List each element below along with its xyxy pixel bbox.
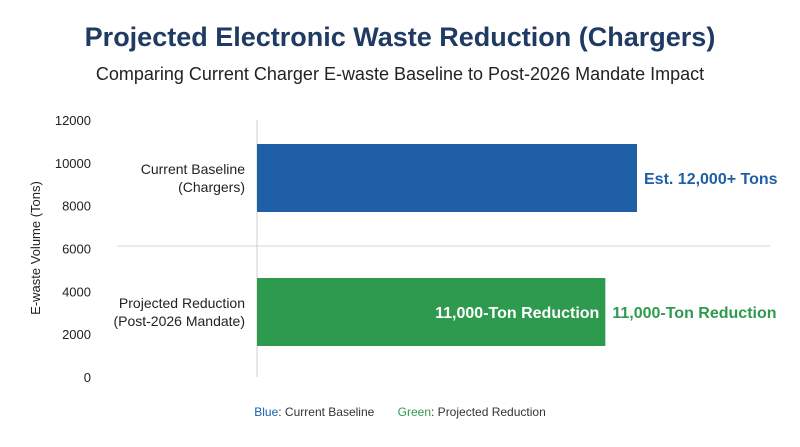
legend-key-blue: Blue bbox=[254, 405, 279, 419]
bar-current-baseline bbox=[257, 144, 637, 212]
category-label: Current Baseline bbox=[141, 161, 245, 177]
chart-subtitle: Comparing Current Charger E-waste Baseli… bbox=[95, 64, 705, 84]
chart-title: Projected Electronic Waste Reduction (Ch… bbox=[84, 22, 716, 52]
y-tick-label: 8000 bbox=[62, 199, 91, 214]
legend: Blue: Current Baseline Green: Projected … bbox=[0, 405, 800, 419]
bar-value-label: 11,000-Ton Reduction bbox=[612, 305, 776, 322]
category-label: (Post-2026 Mandate) bbox=[113, 313, 245, 329]
category-label: (Chargers) bbox=[178, 179, 245, 195]
legend-item-green: Green: Projected Reduction bbox=[398, 405, 546, 419]
legend-item-blue: Blue: Current Baseline bbox=[254, 405, 374, 419]
bar-inner-label: 11,000-Ton Reduction bbox=[435, 305, 599, 322]
y-tick-label: 10000 bbox=[55, 156, 91, 171]
legend-key-green: Green bbox=[397, 405, 432, 419]
y-tick-label: 2000 bbox=[62, 327, 91, 342]
bar-projected-reduction bbox=[257, 278, 606, 346]
y-tick-label: 4000 bbox=[62, 284, 91, 299]
category-label: Projected Reduction bbox=[119, 295, 245, 311]
y-tick-label: 12000 bbox=[55, 113, 91, 128]
y-tick-label: 6000 bbox=[62, 242, 91, 257]
y-tick-label: 0 bbox=[84, 370, 91, 385]
legend-text-green: : Projected Reduction bbox=[431, 405, 546, 419]
bar-value-label: Est. 12,000+ Tons bbox=[644, 171, 778, 188]
y-axis-label: E-waste Volume (Tons) bbox=[28, 181, 43, 315]
legend-text-blue: : Current Baseline bbox=[278, 405, 375, 419]
